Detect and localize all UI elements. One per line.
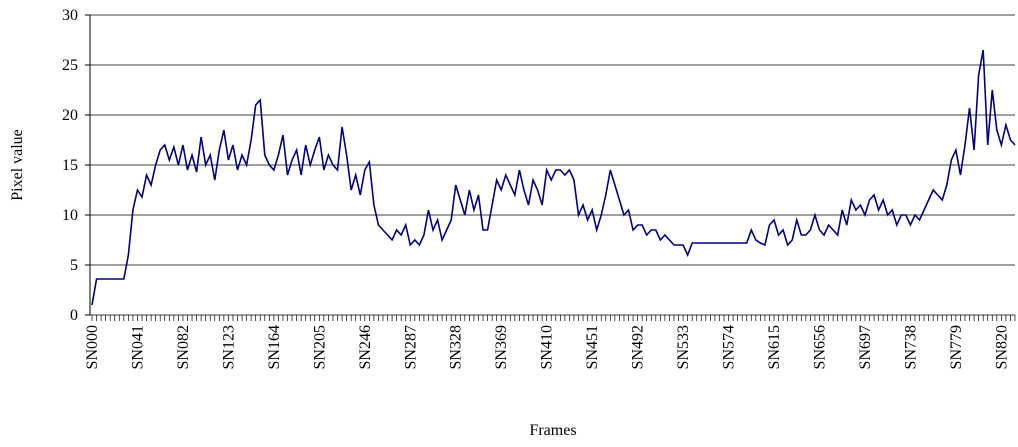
x-tick-label: SN164: [266, 325, 283, 369]
x-tick-label: SN779: [948, 325, 965, 369]
x-tick-label: SN697: [857, 325, 874, 369]
x-tick-label: SN451: [584, 325, 601, 369]
x-tick-label: SN738: [902, 325, 919, 369]
x-tick-label: SN410: [539, 325, 556, 369]
x-tick-label: SN328: [448, 325, 465, 369]
y-axis-title: Pixel value: [9, 129, 26, 201]
x-tick-label: SN246: [357, 325, 374, 369]
y-tick-label: 20: [62, 107, 78, 124]
x-axis-title: Frames: [529, 422, 576, 439]
y-tick-label: 30: [62, 7, 78, 24]
x-tick-label: SN656: [811, 325, 828, 369]
y-tick-label: 0: [70, 307, 78, 324]
x-tick-label: SN041: [129, 325, 146, 369]
data-line: [91, 49, 1016, 306]
x-tick-label: SN000: [84, 325, 101, 369]
y-tick-label: 5: [70, 257, 78, 274]
y-tick-label: 25: [62, 57, 78, 74]
x-tick-label: SN574: [721, 325, 738, 369]
y-tick-label: 15: [62, 157, 78, 174]
x-tick-label: SN123: [220, 325, 237, 369]
x-tick-label: SN082: [175, 325, 192, 369]
x-tick-label: SN205: [311, 325, 328, 369]
x-tick-label: SN369: [493, 325, 510, 369]
x-tick-label: SN533: [675, 325, 692, 369]
y-tick-label: 10: [62, 207, 78, 224]
x-tick-label: SN820: [993, 325, 1010, 369]
x-tick-label: SN287: [402, 325, 419, 369]
x-tick-label: SN492: [630, 325, 647, 369]
x-tick-label: SN615: [766, 325, 783, 369]
